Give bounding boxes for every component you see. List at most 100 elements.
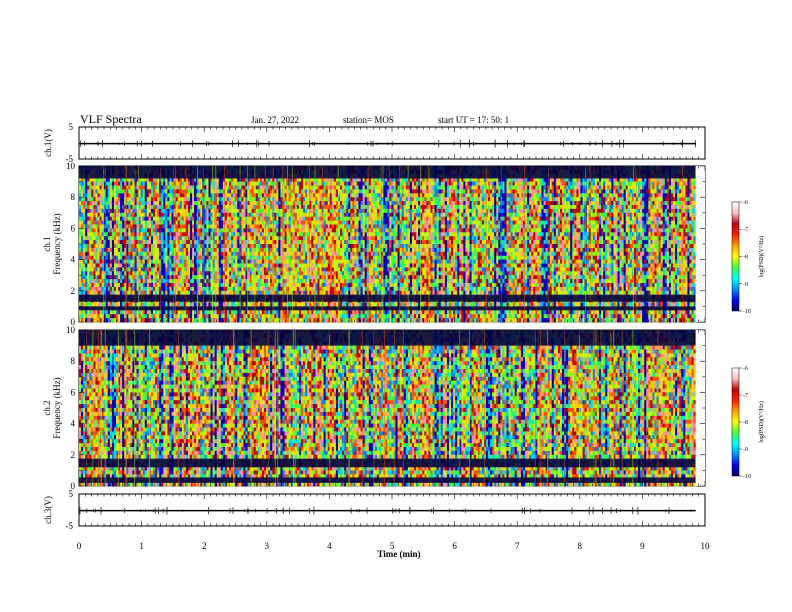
spectrogram-cell xyxy=(294,255,298,260)
spectrogram-cell xyxy=(81,205,84,210)
spectrogram-cell xyxy=(266,271,269,276)
spectrogram-cell xyxy=(270,286,273,292)
spectrogram-cell xyxy=(313,314,316,319)
spectrogram-cell xyxy=(91,255,94,260)
spectrogram-cell xyxy=(268,181,271,186)
spectrogram-cell xyxy=(298,255,302,260)
spectrogram-cell xyxy=(83,267,86,272)
spectrogram-cell xyxy=(311,197,314,202)
spectrogram-cell xyxy=(251,205,255,210)
spectrogram-cell xyxy=(198,271,201,276)
spectrogram-cell xyxy=(187,224,191,229)
spectrogram-cell xyxy=(159,247,162,253)
spectrogram-cell xyxy=(150,267,154,272)
spectrogram-cell xyxy=(85,220,88,225)
spectrogram-cell xyxy=(138,302,141,307)
spectrogram-cell xyxy=(150,310,154,315)
spectrogram-cell xyxy=(198,310,201,315)
spectrogram-cell xyxy=(333,181,337,186)
spectrogram-cell xyxy=(237,205,240,210)
spectrogram-cell xyxy=(268,310,271,315)
spectrogram-cell xyxy=(85,279,88,284)
spectrogram-cell xyxy=(130,251,133,256)
spectrogram-cell xyxy=(185,212,189,217)
spectrogram-cell xyxy=(157,224,160,229)
spectrogram-cell xyxy=(165,205,168,210)
spectrogram-cell xyxy=(333,189,337,194)
spectrogram-cell xyxy=(290,232,294,237)
spectrogram-cell xyxy=(192,224,195,229)
spectrogram-cell xyxy=(288,240,292,245)
spectrogram-cell xyxy=(247,263,250,268)
spectrogram-cell xyxy=(192,177,195,182)
spectrogram-cell xyxy=(305,216,308,221)
spectrogram-cell xyxy=(229,193,232,198)
spectrogram-cell xyxy=(247,240,250,245)
spectrogram-cell xyxy=(113,240,117,245)
spectrogram-cell xyxy=(288,318,292,323)
spectrogram-cell xyxy=(146,259,150,264)
spectrogram-cell xyxy=(179,205,183,210)
spectrogram-cell xyxy=(331,189,335,194)
spectrogram-cell xyxy=(85,263,88,268)
spectrogram-cell xyxy=(124,177,127,182)
spectrogram-cell xyxy=(305,208,308,214)
spectrogram-cell xyxy=(120,185,123,190)
spectrogram-cell xyxy=(208,181,211,186)
spectrogram-cell xyxy=(315,216,318,221)
spectrogram-cell xyxy=(157,185,160,190)
spectrogram-cell xyxy=(140,177,144,182)
spectrogram-cell xyxy=(206,224,209,229)
spectrogram-cell xyxy=(333,208,337,214)
spectrogram-cell xyxy=(296,236,300,241)
spectrogram-cell xyxy=(124,279,127,284)
spectrogram-cell xyxy=(315,283,318,288)
spectrogram-cell xyxy=(111,201,115,206)
spectrogram-cell xyxy=(216,208,220,214)
spectrogram-cell xyxy=(83,236,86,241)
spectrogram-cell xyxy=(120,275,123,280)
spectrogram-cell xyxy=(113,216,117,221)
spectrogram-cell xyxy=(99,228,102,233)
spectrogram-cell xyxy=(280,318,283,323)
spectrogram-cell xyxy=(183,259,187,264)
spectrogram-cell xyxy=(189,205,193,210)
spectrogram-cell xyxy=(280,220,283,225)
spectrogram-cell xyxy=(288,181,292,186)
spectrogram-cell xyxy=(319,263,322,268)
spectrogram-cell xyxy=(266,251,269,256)
spectrogram-cell xyxy=(175,193,178,198)
spectrogram-cell xyxy=(282,212,285,217)
spectrogram-cell xyxy=(187,263,191,268)
spectrogram-cell xyxy=(128,314,131,319)
spectrogram-cell xyxy=(245,267,248,272)
spectrogram-cell xyxy=(163,189,166,194)
spectrogram-cell xyxy=(120,197,123,202)
spectrogram-cell xyxy=(177,302,181,307)
spectrogram-cell xyxy=(298,220,302,225)
spectrogram-cell xyxy=(155,189,158,194)
spectrogram-cell xyxy=(200,318,203,323)
spectrogram-cell xyxy=(278,314,281,319)
spectrogram-cell xyxy=(126,240,129,245)
spectrogram-cell xyxy=(319,251,322,256)
spectrogram-cell xyxy=(210,244,213,249)
spectrogram-cell xyxy=(270,240,273,245)
spectrogram-cell xyxy=(161,201,164,206)
spectrogram-cell xyxy=(93,283,96,288)
spectrogram-cell xyxy=(85,275,88,280)
spectrogram-cell xyxy=(175,228,178,233)
spectrogram-cell xyxy=(93,251,96,256)
spectrogram-cell xyxy=(220,290,224,295)
spectrogram-cell xyxy=(282,185,285,190)
spectrogram-cell xyxy=(152,181,156,186)
spectrogram-cell xyxy=(111,255,115,260)
spectrogram-cell xyxy=(165,267,168,272)
spectrogram-cell xyxy=(111,263,115,268)
spectrogram-cell xyxy=(187,302,191,307)
spectrogram-cell xyxy=(107,255,111,260)
spectrogram-cell xyxy=(268,259,271,264)
spectrogram-cell xyxy=(255,205,259,210)
spectrogram-cell xyxy=(315,212,318,217)
spectrogram-cell xyxy=(319,212,322,217)
